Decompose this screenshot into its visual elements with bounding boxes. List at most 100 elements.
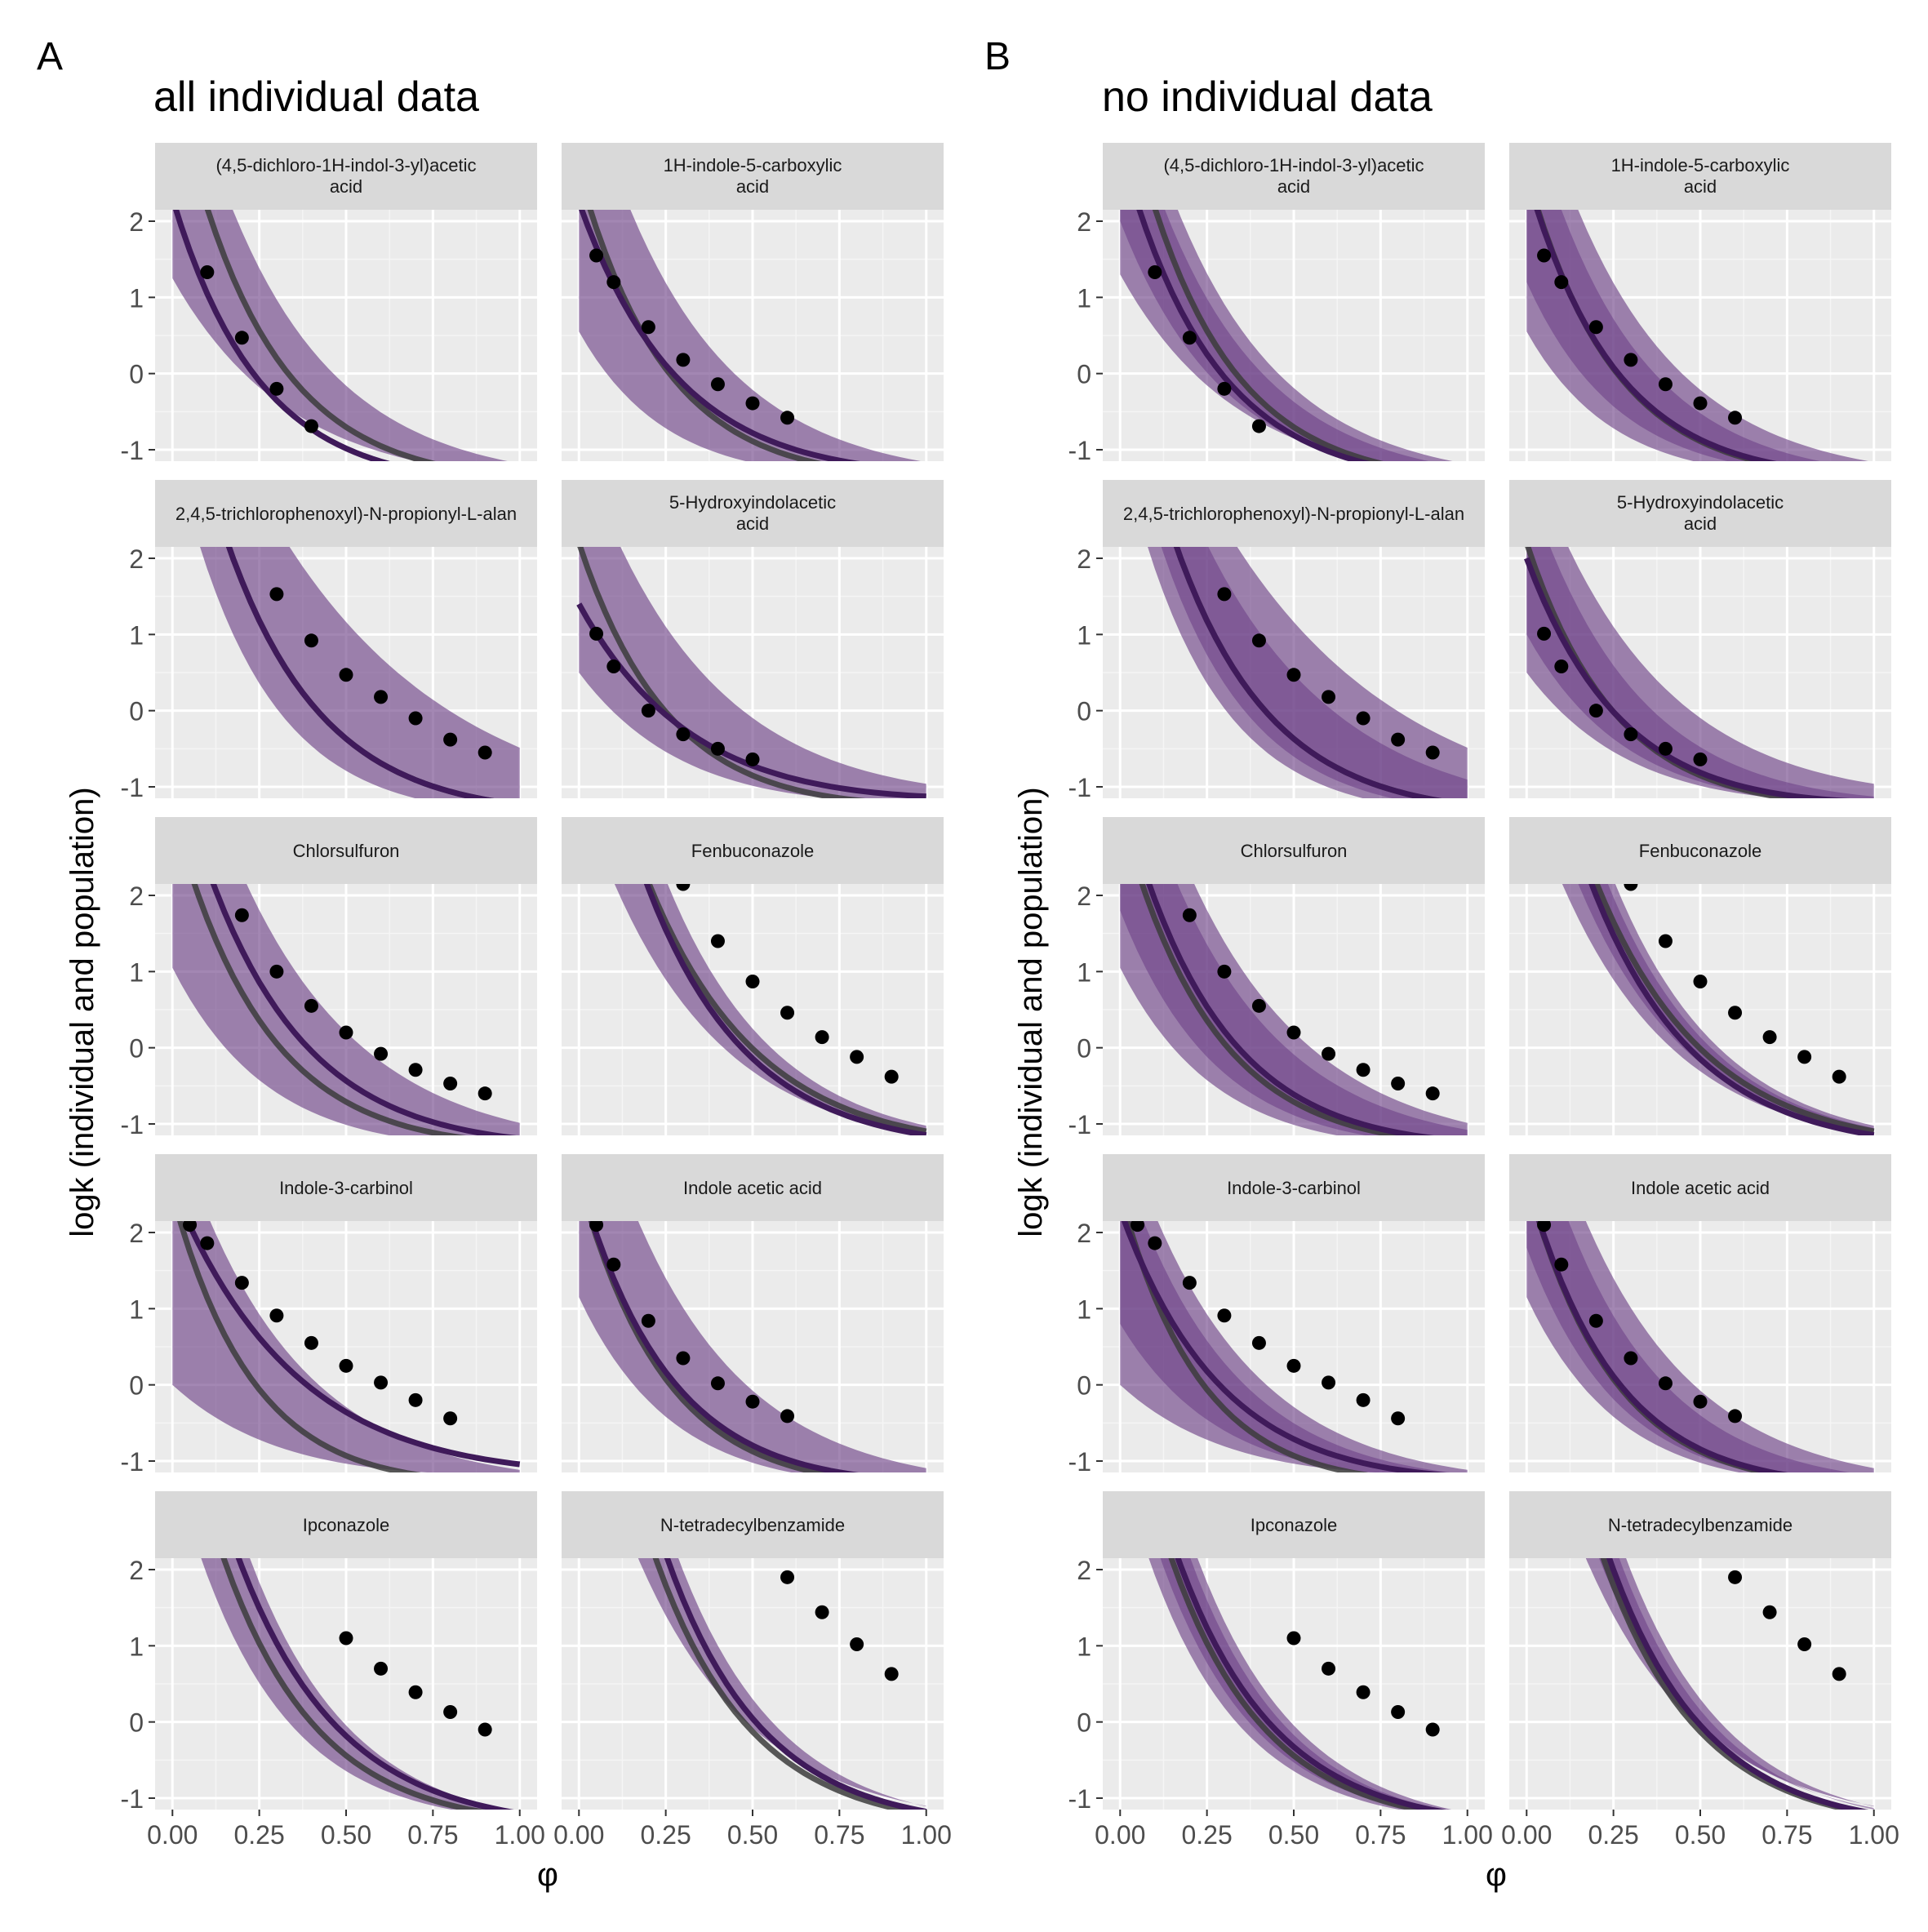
panel-b-x-axis-label: φ <box>1486 1857 1507 1893</box>
data-point <box>408 1063 423 1077</box>
y-tick-label: 0 <box>129 1371 144 1401</box>
data-point <box>710 934 725 948</box>
facet-strip-label: N-tetradecylbenzamide <box>1608 1515 1793 1535</box>
data-point <box>374 690 389 704</box>
prediction-band <box>172 884 520 1135</box>
y-tick-label: 0 <box>129 1034 144 1064</box>
population-curve <box>588 1221 832 1472</box>
facet-panel: 2,4,5-trichlorophenoxyl)-N-propionyl-L-a… <box>1068 480 1485 802</box>
data-point <box>1658 1376 1673 1391</box>
individual-curve <box>225 547 495 798</box>
data-point <box>1588 320 1603 335</box>
y-tick-label: 1 <box>129 957 144 987</box>
plot-area <box>1562 884 1875 1135</box>
facet-strip <box>562 817 944 884</box>
x-tick-label: 0.00 <box>147 1820 198 1850</box>
data-point <box>1356 1685 1370 1699</box>
facet-strip <box>155 1154 537 1221</box>
facet-strip-label: 2,4,5-trichlorophenoxyl)-N-propionyl-L-a… <box>1123 504 1464 524</box>
y-tick-label: 1 <box>129 1295 144 1324</box>
y-tick-label: 1 <box>1077 1295 1091 1324</box>
data-point <box>1537 248 1552 263</box>
x-tick-label: 0.00 <box>1095 1820 1145 1850</box>
facet-panel: Ipconazole 2 1 0 -10.00 0.25 0.50 0.75 1.00 <box>121 1491 545 1850</box>
panel-b-y-axis-label: logk (individual and population) <box>1013 787 1049 1237</box>
facet-panel: Chlorsulfuron 2 1 0 -1 <box>121 817 537 1139</box>
plot-area <box>614 884 927 1135</box>
plot-area <box>172 210 508 461</box>
facet-strip <box>1509 1491 1891 1558</box>
data-point <box>1658 741 1673 756</box>
x-tick-label: 0.50 <box>1268 1820 1319 1850</box>
facet-strip-label: acid <box>1277 176 1310 197</box>
data-point <box>745 752 760 766</box>
data-point <box>1624 353 1638 367</box>
data-point <box>1554 660 1569 674</box>
data-point <box>1728 1006 1743 1020</box>
panel-a-y-axis-label: logk (individual and population) <box>64 787 100 1237</box>
panel-a-letter: A <box>37 35 63 78</box>
facet-strip-label: Fenbuconazole <box>1639 841 1761 861</box>
data-point <box>1693 974 1708 988</box>
facet-strip-label: N-tetradecylbenzamide <box>660 1515 845 1535</box>
facet-panel: Indole-3-carbinol 2 1 0 -1 <box>1068 1154 1485 1477</box>
individual-curve <box>1175 1558 1447 1810</box>
facet-strip-label: Indole acetic acid <box>683 1178 822 1198</box>
data-point <box>1728 1570 1743 1584</box>
data-point <box>304 1335 318 1350</box>
data-point <box>339 1358 353 1373</box>
data-point <box>374 1375 389 1390</box>
data-point <box>676 1351 691 1366</box>
y-tick-label: 2 <box>129 1556 144 1585</box>
y-tick-label: 2 <box>129 1219 144 1248</box>
individual-curve <box>1588 884 1875 1135</box>
y-tick-label: 0 <box>129 1708 144 1738</box>
data-point <box>780 1570 795 1584</box>
data-point <box>1217 1308 1232 1323</box>
facet-strip-label: 2,4,5-trichlorophenoxyl)-N-propionyl-L-a… <box>175 504 517 524</box>
data-point <box>1624 1351 1638 1366</box>
y-tick-label: 0 <box>129 697 144 726</box>
data-point <box>710 741 725 756</box>
facet-strip-label: Indole-3-carbinol <box>279 1178 413 1198</box>
y-tick-label: 1 <box>1077 283 1091 313</box>
data-point <box>1217 964 1232 979</box>
data-point <box>1217 587 1232 602</box>
data-point <box>1286 668 1301 682</box>
data-point <box>408 1392 423 1407</box>
data-point <box>710 1376 725 1391</box>
data-point <box>850 1050 864 1064</box>
individual-curve <box>664 1558 927 1810</box>
data-point <box>780 1006 795 1020</box>
data-point <box>1251 998 1266 1013</box>
facet-strip <box>155 1491 537 1558</box>
data-point <box>200 265 215 280</box>
facet-strip <box>562 143 944 210</box>
data-point <box>850 1637 864 1651</box>
individual-curve <box>173 210 391 461</box>
data-point <box>1356 1063 1370 1077</box>
facet-strip <box>1509 143 1891 210</box>
y-tick-label: -1 <box>1068 1110 1091 1139</box>
data-point <box>374 1046 389 1061</box>
data-point <box>408 711 423 726</box>
facet-strip-label: (4,5-dichloro-1H-indol-3-yl)acetic <box>215 155 476 175</box>
prediction-band <box>1526 1221 1874 1472</box>
y-tick-label: -1 <box>1068 773 1091 802</box>
facet-strip-label: Indole-3-carbinol <box>1227 1178 1361 1198</box>
y-tick-label: 1 <box>1077 620 1091 650</box>
facet-strip <box>155 817 537 884</box>
x-tick-label: 0.50 <box>1675 1820 1726 1850</box>
inner-prediction-band <box>1120 884 1468 1135</box>
data-point <box>1658 377 1673 392</box>
y-tick-label: -1 <box>1068 1784 1091 1814</box>
data-point <box>443 732 458 747</box>
y-tick-label: 2 <box>1077 1219 1091 1248</box>
y-tick-label: 0 <box>1077 1371 1091 1401</box>
data-point <box>1148 265 1162 280</box>
facets-layer: (4,5-dichloro-1H-indol-3-yl)acetic acid 2 1… <box>121 143 1899 1850</box>
x-tick-label: 1.00 <box>901 1820 952 1850</box>
prediction-band <box>579 1221 926 1472</box>
panel-a-x-axis-label: φ <box>537 1857 558 1893</box>
